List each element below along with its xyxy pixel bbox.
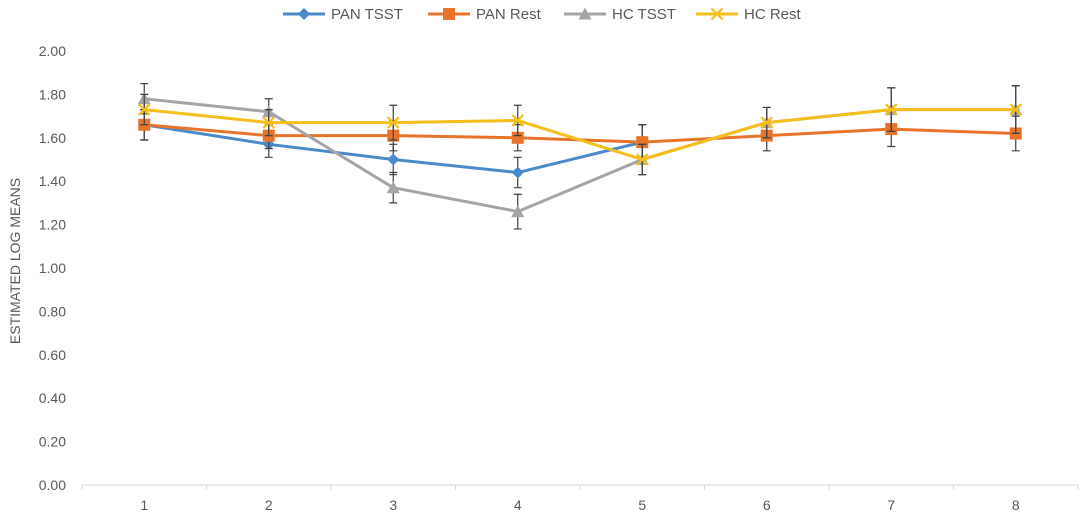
legend-marker — [298, 8, 310, 20]
y-tick-label: 2.00 — [39, 43, 66, 59]
data-point — [386, 116, 400, 129]
legend-label: HC Rest — [744, 6, 802, 23]
x-axis: 1 2 3 4 5 6 7 8 — [81, 484, 1079, 513]
data-point — [386, 181, 400, 194]
data-point — [387, 153, 400, 166]
series-line — [144, 108, 1016, 161]
legend-label: PAN TSST — [331, 6, 403, 23]
legend-marker — [578, 7, 592, 20]
data-point — [511, 205, 525, 218]
data-point — [1009, 103, 1023, 116]
data-point — [760, 116, 774, 129]
data-point — [635, 153, 649, 166]
x-tick-label: 6 — [763, 497, 771, 513]
y-tick-label: 1.60 — [39, 130, 66, 146]
x-tick-label: 2 — [265, 497, 273, 513]
legend-marker — [443, 8, 455, 20]
y-tick-label: 1.00 — [39, 260, 66, 276]
data-point — [511, 131, 524, 144]
legend: PAN TSST PAN Rest HC TSST HC Rest — [283, 6, 802, 23]
y-tick-label: 1.40 — [39, 173, 66, 189]
legend-item: HC Rest — [696, 6, 802, 23]
y-tick-label: 0.00 — [39, 477, 66, 493]
x-tick-label: 4 — [514, 497, 522, 513]
x-tick-label: 3 — [389, 497, 397, 513]
y-tick-label: 0.80 — [39, 303, 66, 319]
x-tick-label: 7 — [887, 497, 895, 513]
x-tick-label: 5 — [638, 497, 646, 513]
data-point — [636, 136, 649, 149]
data-point — [511, 114, 525, 127]
y-tick-label: 0.60 — [39, 347, 66, 363]
y-tick-label: 1.80 — [39, 86, 66, 102]
legend-label: HC TSST — [612, 6, 676, 23]
legend-item: PAN Rest — [428, 6, 542, 23]
data-point — [262, 116, 276, 129]
legend-label: PAN Rest — [476, 6, 542, 23]
data-point — [884, 103, 898, 116]
y-tick-label: 0.40 — [39, 390, 66, 406]
data-point — [137, 103, 151, 116]
legend-item: HC TSST — [564, 6, 676, 23]
y-axis: 0.00 0.20 0.40 0.60 0.80 1.00 1.20 1.40 1.60 1.80… — [39, 43, 66, 493]
series-line — [144, 97, 1016, 214]
legend-marker — [710, 7, 724, 21]
legend-item: PAN TSST — [283, 6, 403, 23]
y-tick-label: 0.20 — [39, 434, 66, 450]
y-axis-title: ESTIMATED LOG MEANS — [7, 178, 23, 344]
x-tick-label: 1 — [140, 497, 148, 513]
x-tick-label: 8 — [1012, 497, 1020, 513]
data-point — [511, 166, 524, 179]
series-layer — [137, 82, 1023, 230]
series-hc-rest — [137, 85, 1023, 176]
y-tick-label: 1.20 — [39, 217, 66, 233]
